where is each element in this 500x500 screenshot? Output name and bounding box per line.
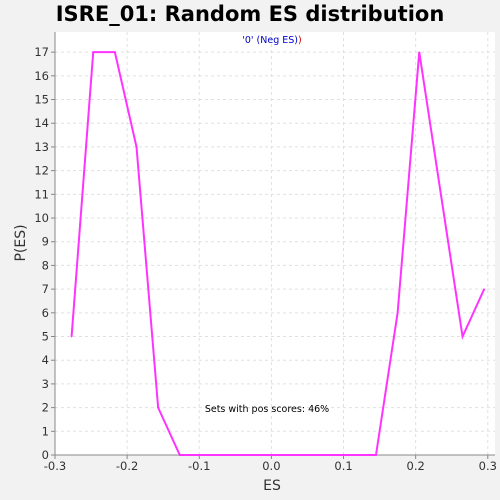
annotation-text: Sets with pos scores: 46%: [205, 404, 329, 415]
series-line: [70, 51, 486, 456]
data-point: [440, 193, 442, 196]
y-tick-label: 4: [42, 353, 49, 367]
x-tick-label: -0.3: [44, 459, 66, 473]
data-point: [375, 454, 377, 456]
y-tick-label: 7: [42, 282, 49, 296]
data-point: [70, 335, 73, 338]
chart-title: ISRE_01: Random ES distribution: [56, 2, 445, 26]
data-point: [483, 288, 485, 290]
data-point: [418, 51, 421, 53]
y-tick-label: 16: [34, 69, 49, 83]
x-tick-label: -0.1: [188, 459, 210, 473]
y-tick-label: 17: [34, 45, 49, 59]
y-tick-label: 10: [34, 211, 49, 225]
data-point: [178, 454, 181, 456]
legend-prefix: '0' (Neg ES): [242, 35, 298, 46]
grid: [54, 32, 495, 456]
data-point: [396, 312, 399, 314]
legend-label: '0' (Neg ES)): [242, 35, 301, 46]
y-tick-label: 0: [42, 448, 49, 462]
data-point: [461, 335, 464, 338]
tick-labels: -0.3 -0.2 -0.1 0.0 0.1 0.2 0.30123456789101112…: [34, 45, 497, 473]
y-tick-label: 1: [42, 424, 49, 438]
y-tick-label: 11: [34, 187, 49, 201]
y-tick-label: 8: [42, 258, 49, 272]
data-point: [92, 51, 95, 53]
y-tick-label: 6: [42, 306, 49, 320]
series: [70, 51, 486, 456]
data-point: [114, 51, 116, 53]
x-tick-label: 0.1: [334, 459, 352, 473]
x-axis-label: ES: [263, 478, 281, 494]
data-point: [157, 406, 159, 409]
x-tick-label: 0.3: [479, 459, 497, 473]
x-tick-label: 0.0: [262, 459, 280, 473]
y-tick-label: 3: [42, 377, 49, 391]
legend-suffix: ): [298, 35, 302, 46]
x-tick-label: 0.2: [407, 459, 425, 473]
plot-area: [55, 32, 495, 455]
y-tick-label: 13: [34, 140, 49, 154]
x-tick-label: -0.2: [116, 459, 138, 473]
y-axis-label: P(ES): [13, 224, 29, 261]
y-tick-label: 12: [34, 164, 49, 178]
data-point: [135, 146, 138, 148]
y-tick-label: 15: [34, 93, 49, 107]
y-tick-label: 5: [42, 330, 49, 344]
y-tick-label: 9: [42, 235, 49, 249]
y-tick-label: 14: [34, 116, 49, 130]
y-tick-label: 2: [42, 401, 49, 415]
